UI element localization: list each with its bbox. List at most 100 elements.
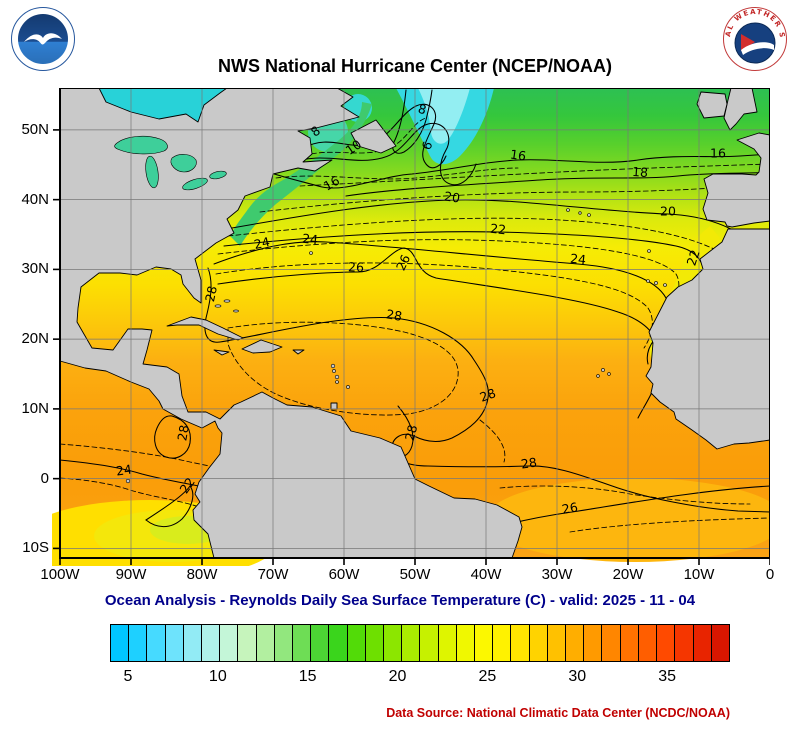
contour-label: 16 bbox=[509, 146, 527, 163]
x-tick-label: 60W bbox=[328, 566, 360, 583]
contour-label: 22 bbox=[683, 248, 702, 268]
colorbar-tick-label: 35 bbox=[658, 668, 676, 685]
puerto-rico-island bbox=[292, 349, 305, 355]
colorbar-tick-label: 5 bbox=[123, 668, 133, 685]
colorbar-cell bbox=[511, 625, 530, 661]
great-lakes bbox=[114, 135, 227, 191]
contour-label: 20 bbox=[660, 204, 676, 219]
colorbar-tick-label: 15 bbox=[298, 668, 317, 685]
colorbar-tick-label: 25 bbox=[478, 668, 497, 685]
colorbar-cell bbox=[638, 625, 658, 661]
colorbar-cell bbox=[620, 625, 639, 661]
colorbar-cell bbox=[384, 625, 403, 661]
caption: Ocean Analysis - Reynolds Daily Sea Surf… bbox=[104, 592, 696, 609]
colorbar-cell bbox=[456, 625, 476, 661]
contour-label: 24 bbox=[301, 231, 318, 248]
contour-label: 20 bbox=[443, 188, 461, 205]
colorbar-cell bbox=[584, 625, 603, 661]
colorbar-cell bbox=[329, 625, 348, 661]
contour-label: 24 bbox=[115, 461, 133, 478]
x-tick-label: 80W bbox=[186, 566, 218, 583]
colorbar-cell bbox=[657, 625, 676, 661]
colorbar-cell bbox=[420, 625, 439, 661]
contour-label: 8 bbox=[416, 101, 428, 118]
colorbar-cell bbox=[493, 625, 512, 661]
x-tick-label: 90W bbox=[115, 566, 147, 583]
x-axis: 100W 90W 80W 70W 60W 50W 40W 30W 20W 10W 0 bbox=[40, 566, 774, 588]
contour-label: 24 bbox=[569, 251, 586, 268]
colorbar-cell bbox=[547, 625, 567, 661]
y-tick-label: 20N bbox=[21, 330, 49, 348]
contour-label: 24 bbox=[252, 234, 271, 252]
ireland-island bbox=[696, 91, 728, 119]
colorbar-cell bbox=[165, 625, 184, 661]
americas-landmass bbox=[59, 87, 523, 559]
contour-label: 16 bbox=[710, 146, 726, 161]
contour-label: 16 bbox=[321, 173, 342, 194]
colorbar-scale: 5 10 15 20 25 30 35 bbox=[110, 668, 730, 690]
newfoundland-island bbox=[350, 119, 397, 154]
colorbar-cell bbox=[529, 625, 548, 661]
noaa-logo bbox=[10, 6, 76, 72]
colorbar-cell bbox=[129, 625, 148, 661]
nws-triangle-icon bbox=[741, 34, 755, 51]
lat-lon-grid bbox=[60, 88, 770, 558]
y-tick-label: 50N bbox=[21, 120, 49, 138]
contour-label: 18 bbox=[632, 164, 649, 180]
x-tick-label: 20W bbox=[612, 566, 644, 583]
nws-logo-graphic: NATIONAL WEATHER SERVICE bbox=[718, 0, 787, 71]
x-tick-label: 0 bbox=[765, 566, 775, 583]
y-tick-label: 10S bbox=[22, 539, 49, 557]
nws-logo: NATIONAL WEATHER SERVICE bbox=[718, 0, 788, 72]
colorbar-cell bbox=[238, 625, 257, 661]
colorbar-cell bbox=[566, 625, 585, 661]
colorbar-cell bbox=[183, 625, 203, 661]
contour-label: 22 bbox=[489, 221, 506, 238]
colorbar-cell bbox=[438, 625, 457, 661]
nws-wave-icon bbox=[741, 42, 774, 55]
colorbar-cell bbox=[693, 625, 712, 661]
colorbar-cell bbox=[202, 625, 221, 661]
colorbar-cell bbox=[475, 625, 494, 661]
hispaniola-island bbox=[241, 339, 283, 354]
x-tick-label: 10W bbox=[683, 566, 715, 583]
colorbar-cell bbox=[147, 625, 166, 661]
sst-anomaly-patches bbox=[20, 88, 785, 580]
small-islands bbox=[125, 208, 667, 484]
x-tick-label: 40W bbox=[470, 566, 502, 583]
contour-label: 28 bbox=[520, 454, 538, 471]
europe-landmass bbox=[702, 132, 771, 228]
colorbar-cell bbox=[711, 625, 729, 661]
contour-label: 26 bbox=[561, 499, 579, 517]
page-title: NWS National Hurricane Center (NCEP/NOAA… bbox=[217, 56, 613, 76]
x-tick-label: 30W bbox=[541, 566, 573, 583]
contour-label: 28 bbox=[174, 424, 192, 442]
x-tick-label: 100W bbox=[40, 566, 80, 583]
sst-map: 8 10 8 6 16 16 18 16 20 20 24 24 22 24 22 26 26 28 28 28 28 2… bbox=[20, 87, 785, 580]
contour-label: 28 bbox=[402, 423, 421, 442]
contour-label: 26 bbox=[348, 259, 364, 275]
y-axis: 50N 40N 30N 20N 10N 0 10S bbox=[4, 88, 52, 558]
colorbar-cell bbox=[220, 625, 239, 661]
colorbar-cell bbox=[675, 625, 694, 661]
colorbar bbox=[110, 624, 730, 662]
colorbar-tick-label: 20 bbox=[388, 668, 407, 685]
contour-label: 28 bbox=[385, 306, 403, 324]
colorbar-cell bbox=[602, 625, 621, 661]
colorbar-tick-label: 30 bbox=[568, 668, 587, 685]
trinidad-island bbox=[330, 402, 338, 410]
colorbar-cell bbox=[256, 625, 275, 661]
colorbar-cell bbox=[311, 625, 330, 661]
y-tick-label: 0 bbox=[40, 469, 49, 487]
y-tick-label: 40N bbox=[21, 190, 49, 208]
colorbar-cell bbox=[402, 625, 421, 661]
y-tick-label: 30N bbox=[21, 260, 49, 278]
colorbar-tick-label: 10 bbox=[208, 668, 227, 685]
colorbar-cell bbox=[293, 625, 312, 661]
contour-label: 22 bbox=[176, 475, 197, 497]
x-tick-label: 50W bbox=[399, 566, 431, 583]
contour-label: 26 bbox=[393, 252, 413, 273]
noaa-logo-graphic bbox=[11, 7, 75, 71]
colorbar-cell bbox=[274, 625, 294, 661]
